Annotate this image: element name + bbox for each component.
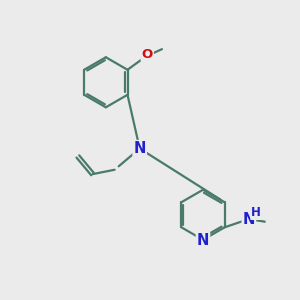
Text: N: N — [197, 233, 209, 248]
Text: N: N — [243, 212, 255, 226]
Text: O: O — [142, 48, 153, 61]
Text: H: H — [251, 206, 261, 219]
Text: N: N — [134, 141, 146, 156]
